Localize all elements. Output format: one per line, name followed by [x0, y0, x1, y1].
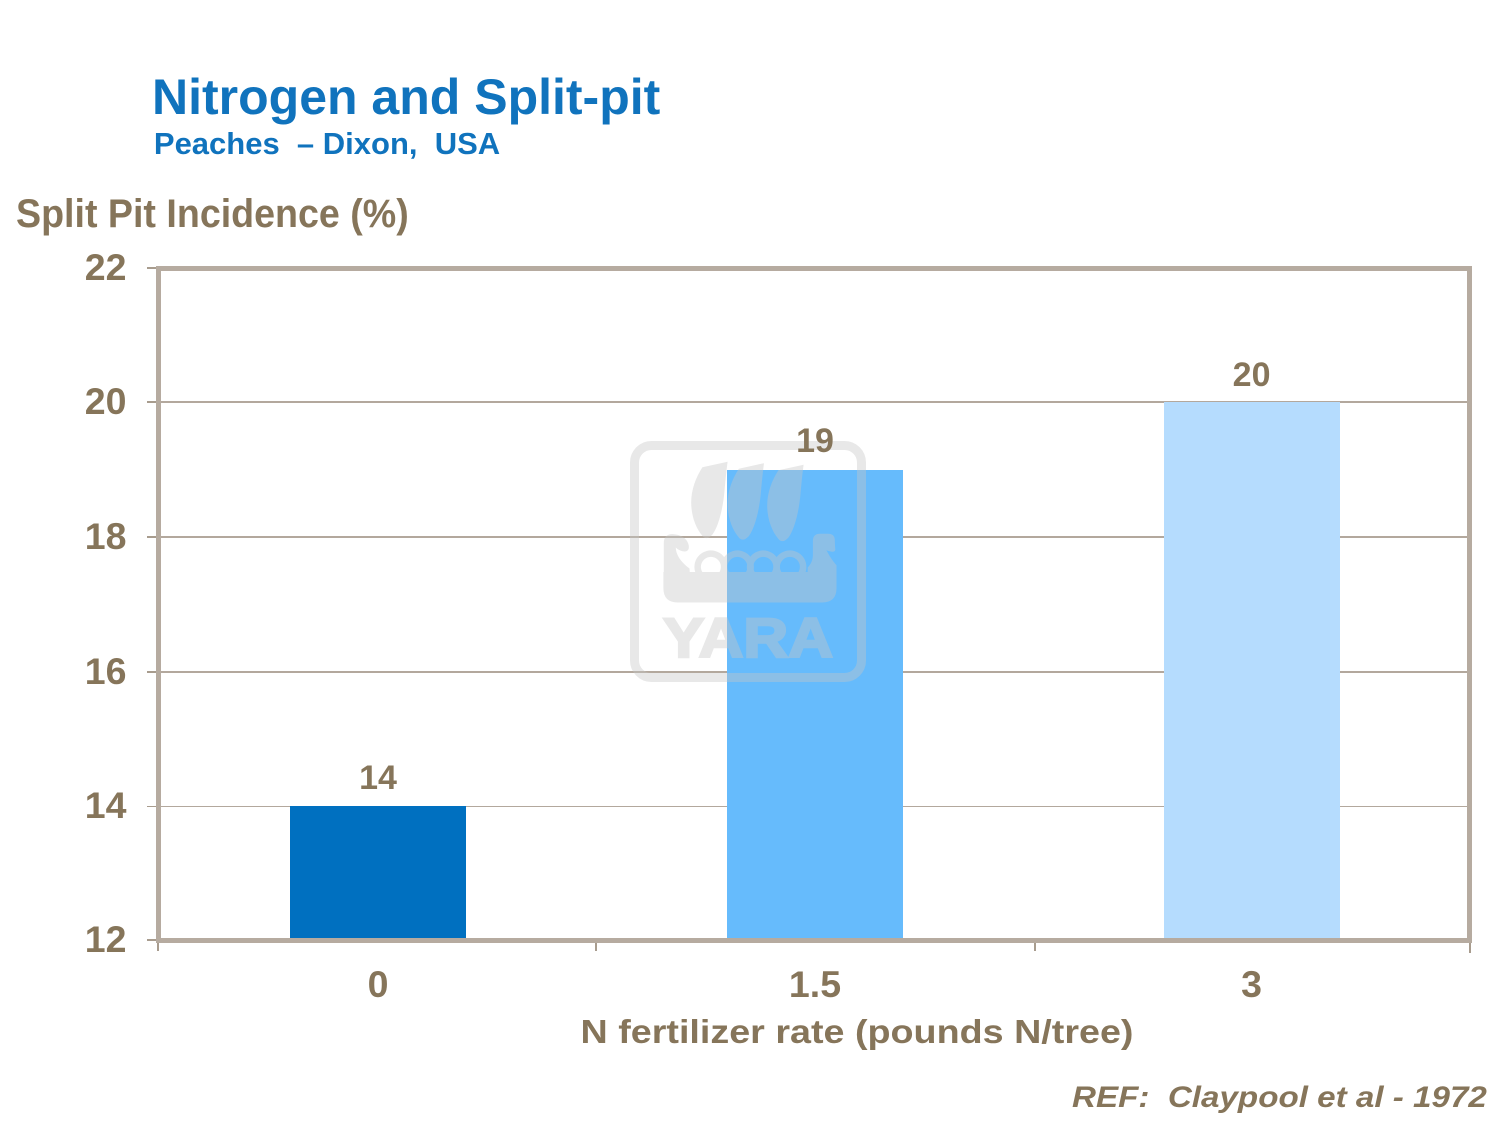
svg-text:YARA: YARA: [663, 606, 833, 669]
